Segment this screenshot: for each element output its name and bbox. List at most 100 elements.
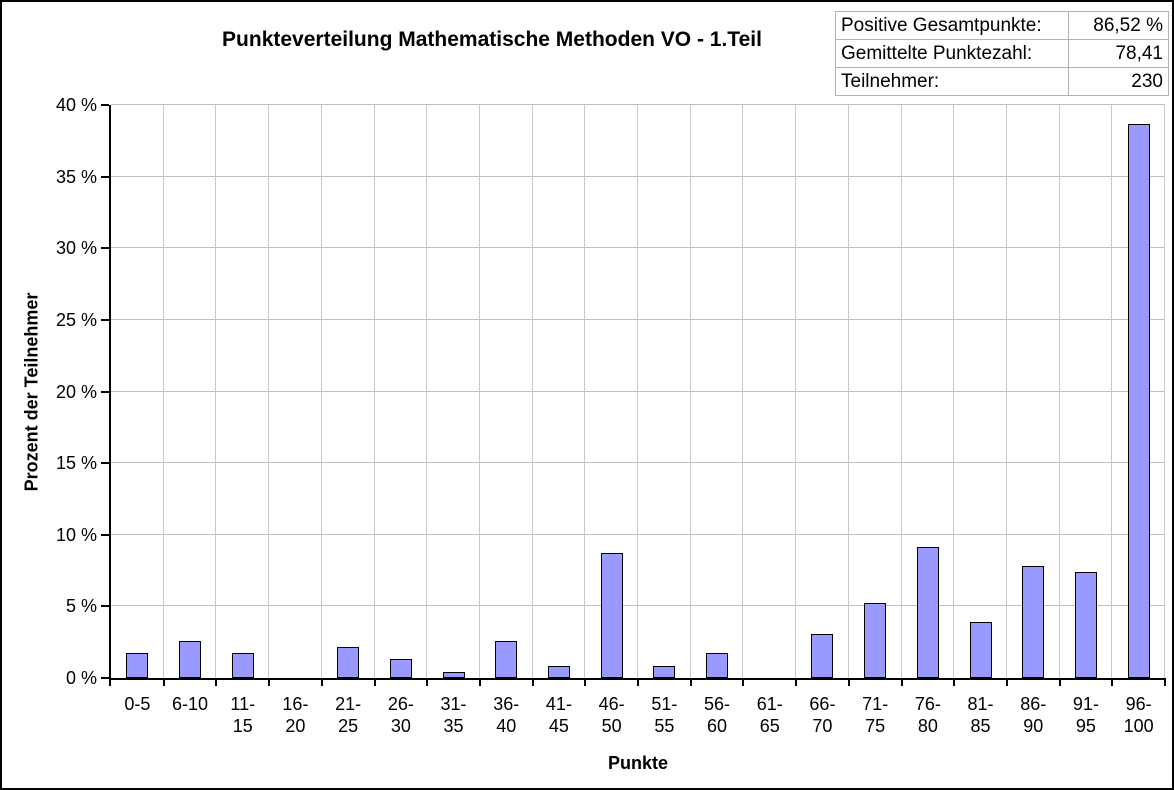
x-tick-label-56-60: 56- 60: [704, 694, 731, 736]
bar-36-40: [495, 640, 518, 678]
horizontal-gridline: [111, 104, 1165, 105]
bar-71-75: [864, 603, 887, 678]
bar-46-50: [600, 553, 623, 678]
vertical-gridline: [268, 105, 270, 678]
x-tick-label-76-80: 76- 80: [914, 694, 941, 736]
y-axis-tick: [101, 533, 109, 536]
bar-66-70: [811, 634, 834, 678]
x-tick-label-31-35: 31- 35: [440, 694, 467, 736]
x-tick-label-11-15: 11- 15: [230, 694, 256, 736]
bar-31-35: [442, 671, 465, 678]
horizontal-gridline: [111, 318, 1165, 320]
x-tick-label-41-45: 41- 45: [545, 694, 572, 736]
stats-row-average: Gemittelte Punktezahl: 78,41: [835, 39, 1169, 68]
stats-value-positive: 86,52 %: [1068, 11, 1169, 40]
y-tick-label: 15 %: [55, 453, 97, 474]
x-axis-title: Punkte: [607, 753, 668, 773]
vertical-gridline: [742, 105, 744, 678]
bar-91-95: [1074, 572, 1097, 678]
x-axis-tick: [320, 678, 323, 686]
vertical-gridline: [847, 105, 849, 678]
x-axis-tick: [426, 678, 429, 686]
y-axis-tick: [101, 175, 109, 178]
y-axis-tick: [101, 462, 109, 465]
stats-label-average: Gemittelte Punktezahl:: [835, 39, 1069, 68]
horizontal-gridline: [111, 533, 1165, 535]
x-axis-tick: [531, 678, 534, 686]
x-tick-label-81-85: 81- 85: [967, 694, 994, 736]
stats-value-average: 78,41: [1068, 39, 1169, 68]
vertical-gridline: [953, 105, 955, 678]
vertical-gridline: [215, 105, 217, 678]
x-axis-tick: [1058, 678, 1061, 686]
stats-label-positive: Positive Gesamtpunkte:: [835, 11, 1069, 40]
bar-81-85: [969, 621, 992, 678]
x-axis-tick: [742, 678, 745, 686]
x-axis-tick: [953, 678, 956, 686]
bar-11-15: [231, 653, 254, 678]
bar-56-60: [706, 653, 729, 678]
x-axis-tick: [268, 678, 271, 686]
vertical-gridline: [162, 105, 164, 678]
y-tick-label: 0 %: [65, 668, 97, 688]
vertical-gridline: [637, 105, 638, 678]
vertical-gridline: [900, 105, 902, 678]
x-axis-tick: [795, 678, 798, 686]
y-tick-label: 25 %: [55, 309, 97, 330]
x-tick-label-66-70: 66- 70: [809, 694, 836, 736]
x-tick-label-91-95: 91- 95: [1072, 694, 1099, 736]
x-axis-tick: [584, 678, 587, 686]
y-tick-label: 40 %: [55, 95, 97, 115]
x-tick-label-61-65: 61- 65: [756, 694, 783, 736]
x-axis-tick: [689, 678, 692, 686]
x-tick-label-16-20: 16- 20: [282, 694, 309, 736]
bar-86-90: [1022, 565, 1045, 678]
x-tick-label-26-30: 26- 30: [387, 694, 414, 736]
y-axis-tick: [101, 318, 109, 321]
bar-26-30: [389, 659, 412, 678]
horizontal-gridline: [111, 247, 1165, 249]
vertical-gridline: [1058, 105, 1060, 678]
x-tick-label-51-55: 51- 55: [651, 694, 678, 736]
y-axis-tick: [101, 247, 109, 250]
y-axis-tick: [101, 605, 109, 608]
x-tick-label-71-75: 71- 75: [862, 694, 889, 736]
vertical-gridline: [478, 105, 480, 678]
stats-row-positive: Positive Gesamtpunkte: 86,52 %: [835, 11, 1169, 40]
bar-51-55: [653, 665, 676, 678]
vertical-gridline: [320, 105, 322, 678]
x-axis-tick: [109, 678, 111, 686]
vertical-gridline: [584, 105, 586, 678]
y-axis-tick: [101, 104, 109, 106]
x-axis-tick: [373, 678, 376, 686]
horizontal-gridline: [111, 175, 1165, 177]
horizontal-gridline: [111, 462, 1165, 464]
y-axis-tick: [101, 677, 109, 679]
x-axis-tick: [1005, 678, 1008, 686]
x-axis-tick: [847, 678, 850, 686]
y-tick-label: 30 %: [55, 238, 97, 259]
x-tick-label-0-5: 0-5: [124, 694, 151, 714]
bar-76-80: [916, 547, 939, 678]
vertical-gridline: [426, 105, 428, 678]
y-tick-label: 35 %: [55, 166, 97, 187]
plot-area: [101, 104, 1166, 686]
x-tick-label-96-100: 96- 100: [1123, 694, 1154, 736]
bar-41-45: [547, 665, 570, 678]
vertical-gridline: [1005, 105, 1007, 678]
x-tick-label-46-50: 46- 50: [598, 694, 625, 736]
y-axis-tick: [101, 390, 109, 393]
x-tick-label-21-25: 21- 25: [335, 694, 362, 736]
vertical-gridline: [373, 105, 375, 678]
x-tick-label-86-90: 86- 90: [1020, 694, 1047, 736]
vertical-gridline: [1111, 105, 1113, 678]
vertical-gridline: [1164, 105, 1165, 678]
bar-0-5: [126, 653, 149, 678]
x-axis-tick: [215, 678, 218, 686]
vertical-gridline: [689, 105, 691, 678]
vertical-gridline: [531, 105, 533, 678]
y-tick-label: 20 %: [55, 381, 97, 402]
x-tick-label-6-10: 6-10: [172, 694, 209, 714]
chart-title: Punkteverteilung Mathematische Methoden …: [222, 28, 762, 51]
